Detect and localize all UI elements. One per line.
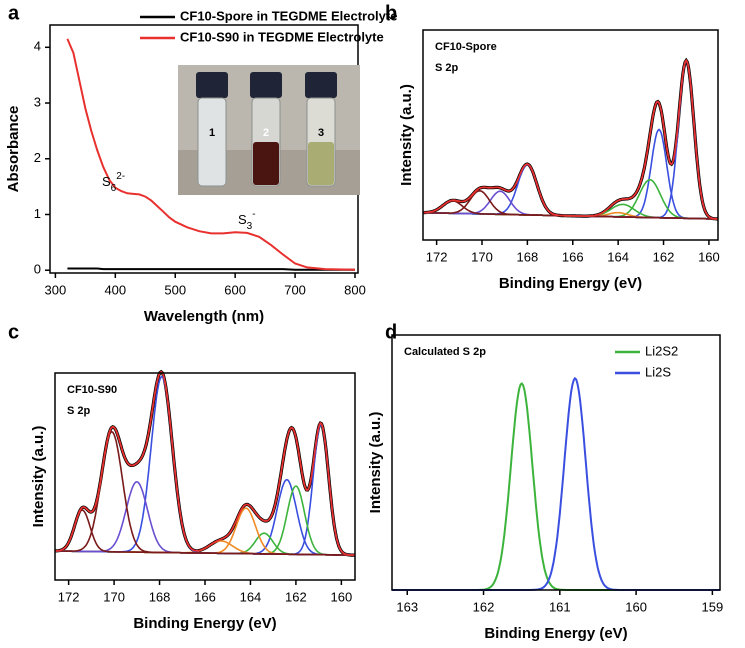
x-tick-label: 500 [164, 282, 186, 297]
x-tick-label: 170 [471, 249, 493, 264]
x-tick-label: 159 [702, 599, 724, 614]
annotation-sup: - [252, 209, 255, 220]
y-tick-label: 4 [34, 39, 41, 54]
x-tick-label: 600 [224, 282, 246, 297]
x-tick-label: 164 [607, 249, 629, 264]
vial-label: 1 [209, 127, 215, 139]
plot-frame [422, 29, 719, 241]
vial-label: 3 [318, 127, 324, 139]
annotation-text: S [102, 174, 111, 189]
x-tick-label: 168 [149, 589, 171, 604]
component-peak [55, 485, 356, 556]
legend-label: CF10-Spore in TEGDME Electrolyte [180, 8, 397, 23]
x-tick-label: 164 [240, 589, 262, 604]
inset-photo: 1 2 3 [178, 65, 360, 195]
annotation: S62- [102, 171, 125, 194]
data-line [67, 267, 355, 271]
annotation-text: S [238, 212, 247, 227]
component-peak [55, 509, 356, 556]
envelope-line [55, 370, 356, 557]
x-tick-label: 166 [562, 249, 584, 264]
x-tick-label: 160 [625, 599, 647, 614]
x-tick-label: 166 [194, 589, 216, 604]
y-axis-label: Intensity (a.u.) [367, 412, 384, 514]
plot-frame [391, 334, 721, 591]
panel: d Binding Energy (eV) Intensity (a.u.) 163 1… [367, 321, 723, 642]
legend-label: Li2S2 [645, 343, 678, 358]
component-peak [55, 375, 356, 556]
x-tick-label: 160 [331, 589, 353, 604]
x-tick-label: 172 [426, 249, 448, 264]
x-tick-label: 162 [653, 249, 675, 264]
peak-line [392, 376, 720, 591]
sample-label: CF10-Spore [435, 41, 497, 53]
x-tick-label: 161 [549, 599, 571, 614]
legend-label: CF10-S90 in TEGDME Electrolyte [180, 29, 384, 44]
measured-line [423, 57, 719, 221]
x-tick-label: 160 [698, 249, 720, 264]
x-tick-label: 172 [58, 589, 80, 604]
sample-label: CF10-S90 [67, 384, 117, 396]
x-tick-label: 162 [473, 599, 495, 614]
component-peak [423, 59, 719, 220]
sample-label: S 2p [67, 405, 91, 417]
y-tick-label: 3 [34, 94, 41, 109]
panel: c Binding Energy (eV) Intensity (a.u.) 172 1… [8, 321, 356, 632]
panel-letter: a [8, 2, 20, 24]
x-axis-label: Binding Energy (eV) [133, 615, 276, 632]
x-tick-label: 170 [103, 589, 125, 604]
panel-letter: c [8, 321, 19, 343]
x-tick-label: 162 [285, 589, 307, 604]
x-tick-label: 168 [517, 249, 539, 264]
annotation: S3- [238, 209, 256, 232]
annotation-sub: 6 [111, 183, 117, 194]
y-tick-label: 2 [34, 150, 41, 165]
annotation-sup: 2- [116, 171, 125, 182]
x-axis-label: Binding Energy (eV) [499, 275, 642, 292]
panel: a Wavelength (nm) Absorbance 300 400 500 600 70… [5, 2, 397, 325]
data-line [66, 38, 356, 271]
x-tick-label: 163 [396, 599, 418, 614]
panel-letter: d [385, 321, 397, 343]
peak-line [392, 382, 720, 591]
panel: b Binding Energy (eV) Intensity (a.u.) 172 1… [385, 2, 720, 292]
x-axis-label: Wavelength (nm) [144, 308, 264, 325]
y-axis-label: Intensity (a.u.) [30, 426, 47, 528]
envelope-line [423, 58, 719, 220]
x-tick-label: 800 [344, 282, 366, 297]
panel-letter: b [385, 2, 397, 24]
y-tick-label: 0 [34, 262, 41, 277]
annotation-sub: 3 [247, 221, 253, 232]
plot-frame [54, 372, 356, 581]
sample-label: S 2p [435, 62, 459, 74]
x-tick-label: 700 [284, 282, 306, 297]
x-tick-label: 400 [104, 282, 126, 297]
x-tick-label: 300 [45, 282, 67, 297]
measured-line [55, 369, 356, 557]
legend-label: Li2S [645, 364, 671, 379]
component-peak [55, 480, 356, 556]
y-tick-label: 1 [34, 206, 41, 221]
vial-label: 2 [263, 127, 269, 139]
x-axis-label: Binding Energy (eV) [484, 625, 627, 642]
sample-label: Calculated S 2p [404, 346, 486, 358]
y-axis-label: Intensity (a.u.) [398, 84, 415, 186]
y-axis-label: Absorbance [5, 106, 22, 193]
